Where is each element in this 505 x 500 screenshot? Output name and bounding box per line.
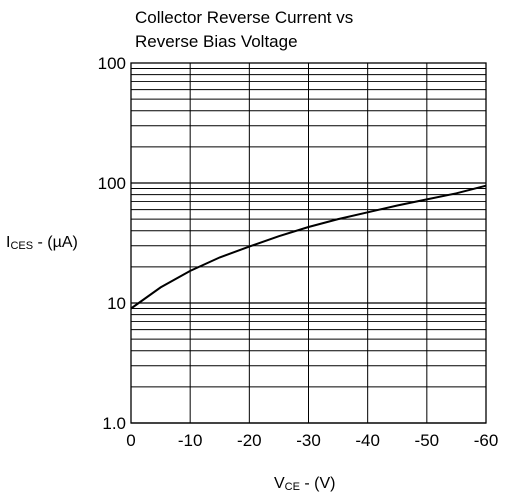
x-tick-label-6: -60: [474, 431, 499, 450]
grid: [130, 63, 487, 424]
x-axis-label: VCE - (V): [274, 475, 336, 493]
x-tick-label-2: -20: [237, 431, 262, 450]
plot-frame: [130, 62, 487, 424]
y-tick-label-3: 100: [98, 54, 126, 73]
y-tick-label-1: 10: [107, 294, 126, 313]
x-tick-label-0: 0: [126, 431, 135, 450]
x-tick-label-3: -30: [296, 431, 321, 450]
y-axis-label-subscript: CES: [10, 240, 33, 252]
x-tick-labels: 0 -10 -20 -30 -40 -50 -60: [126, 431, 498, 450]
y-axis-label-main: I: [6, 234, 10, 251]
x-tick-label-4: -40: [355, 431, 380, 450]
y-tick-labels: 1.0 10 100 100: [98, 54, 126, 433]
x-axis-label-suffix: - (V): [300, 475, 336, 492]
y-axis-label: ICES - (µA): [6, 234, 78, 252]
y-tick-label-2: 100: [98, 174, 126, 193]
series-line-0: [130, 184, 487, 310]
y-tick-label-0: 1.0: [102, 414, 126, 433]
x-tick-label-1: -10: [178, 431, 203, 450]
x-axis-label-subscript: CE: [285, 481, 300, 493]
chart-title: Collector Reverse Current vs Reverse Bia…: [135, 8, 353, 51]
chart-title-line-2: Reverse Bias Voltage: [135, 32, 298, 51]
x-axis-label-main: V: [274, 475, 285, 492]
chart-title-line-1: Collector Reverse Current vs: [135, 8, 353, 27]
series-layer: [130, 184, 487, 310]
x-tick-label-5: -50: [415, 431, 440, 450]
y-axis-label-suffix: - (µA): [33, 234, 78, 251]
